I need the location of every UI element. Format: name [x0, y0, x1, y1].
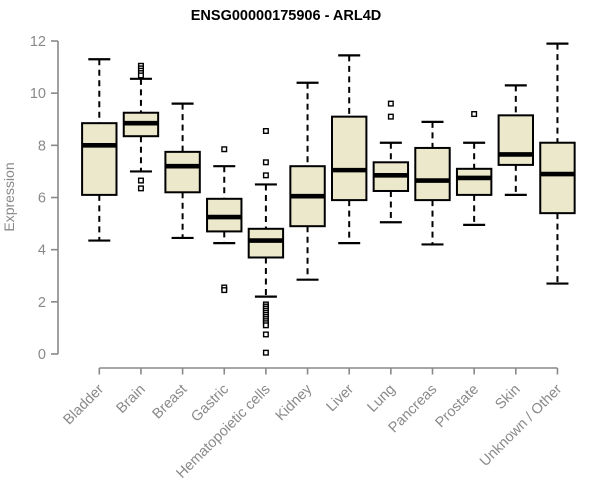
outlier-point	[387, 113, 394, 120]
y-tick-label: 10	[30, 86, 46, 102]
x-tick-label: Lung	[365, 382, 399, 416]
x-tick-label: Liver	[323, 381, 357, 415]
outlier-point	[137, 72, 144, 79]
y-tick-label: 8	[38, 138, 46, 154]
y-tick-label: 0	[38, 347, 46, 363]
boxplot-pancreas	[414, 120, 451, 246]
x-tick-label: Kidney	[273, 381, 316, 424]
boxplot-gastric	[206, 146, 243, 294]
chart-title: ENSG00000175906 - ARL4D	[191, 8, 381, 24]
x-tick-label: Prostate	[432, 382, 481, 431]
x-tick-label: Brain	[114, 382, 149, 417]
boxplot-prostate	[455, 111, 493, 226]
boxplot-brain	[122, 62, 160, 192]
iqr-box	[247, 227, 285, 259]
box-group	[81, 42, 576, 356]
outlier-point	[137, 177, 144, 184]
outlier-point	[262, 127, 269, 134]
outlier-point	[221, 287, 228, 294]
y-tick-label: 2	[38, 295, 46, 311]
outlier-point	[387, 100, 394, 107]
boxplot-lung	[372, 100, 410, 224]
y-tick-label: 6	[38, 191, 46, 207]
boxplot-liver	[331, 54, 368, 245]
boxplot-skin	[497, 84, 535, 196]
iqr-box	[455, 167, 493, 196]
y-tick-label: 12	[30, 34, 46, 50]
outlier-point	[137, 185, 144, 192]
boxplot-breast	[164, 102, 201, 240]
y-tick-label: 4	[38, 243, 46, 259]
iqr-box	[81, 122, 118, 196]
iqr-box	[331, 115, 368, 202]
iqr-box	[164, 150, 201, 194]
boxplot-kidney	[289, 81, 326, 281]
outlier-point	[262, 172, 269, 179]
outlier-point	[471, 111, 478, 118]
x-tick-label: Skin	[492, 382, 523, 413]
iqr-box	[539, 141, 576, 215]
boxplot-unknown-other	[539, 42, 576, 285]
outlier-point	[262, 322, 269, 329]
outlier-point	[262, 349, 269, 356]
x-tick-label: Bladder	[60, 381, 107, 428]
outlier-point	[262, 159, 269, 166]
outlier-point	[221, 146, 228, 153]
y-axis-label: Expression	[1, 162, 17, 231]
outlier-point	[262, 331, 269, 338]
boxplot-hematopoietic-cells	[247, 127, 285, 356]
iqr-box	[497, 114, 535, 166]
boxplot-bladder	[81, 58, 118, 242]
x-tick-label: Breast	[149, 382, 190, 423]
iqr-box	[414, 146, 451, 202]
